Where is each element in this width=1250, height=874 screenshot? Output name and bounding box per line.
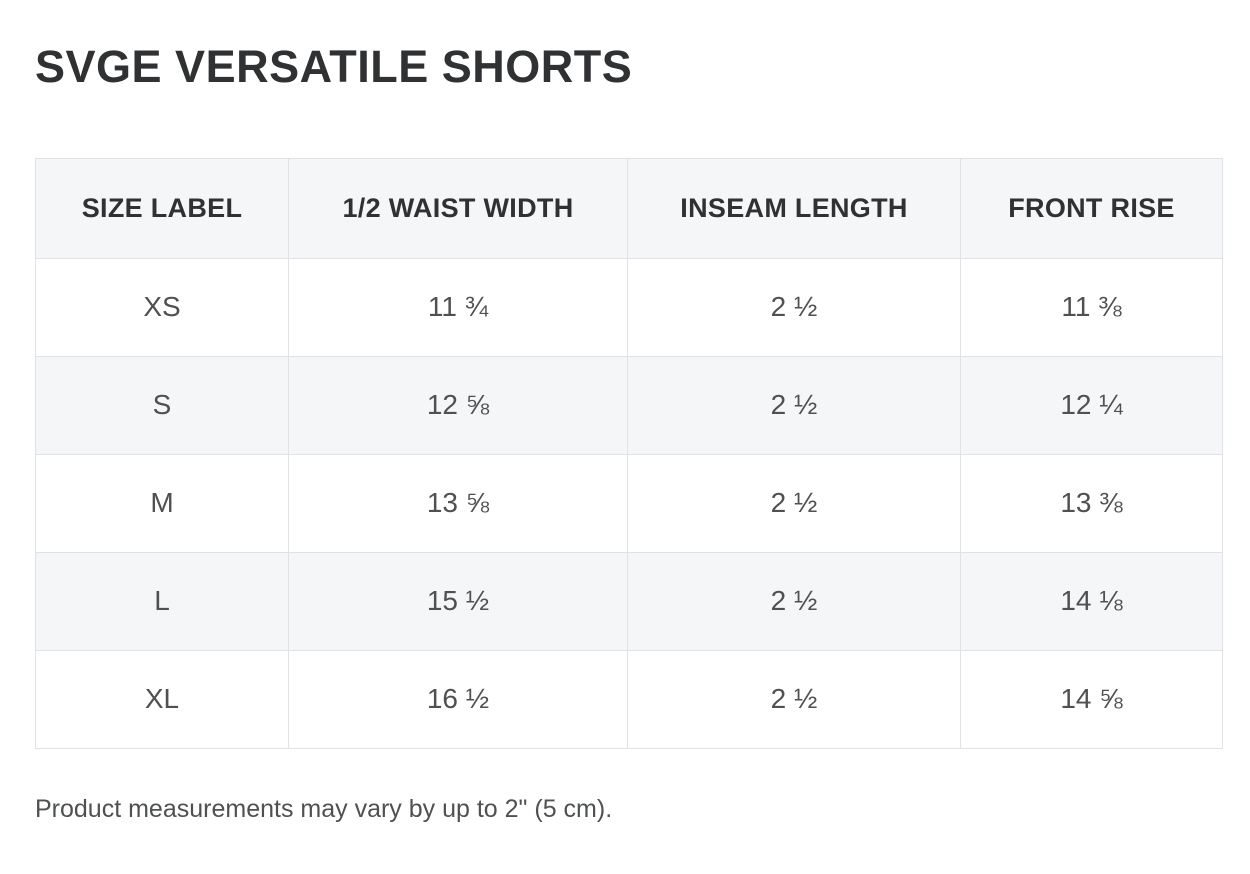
cell-front-rise: 14 ⅝ <box>960 649 1223 749</box>
cell-size-label: XS <box>35 257 289 357</box>
table-header-row: SIZE LABEL 1/2 WAIST WIDTH INSEAM LENGTH… <box>35 157 1223 259</box>
cell-waist-width: 12 ⅝ <box>288 355 628 455</box>
cell-waist-width: 15 ½ <box>288 551 628 651</box>
cell-inseam-length: 2 ½ <box>627 453 961 553</box>
column-header-waist-width: 1/2 WAIST WIDTH <box>288 157 628 259</box>
cell-inseam-length: 2 ½ <box>627 649 961 749</box>
cell-front-rise: 11 ⅜ <box>960 257 1223 357</box>
cell-waist-width: 16 ½ <box>288 649 628 749</box>
cell-waist-width: 11 ¾ <box>288 257 628 357</box>
cell-size-label: L <box>35 551 289 651</box>
cell-size-label: M <box>35 453 289 553</box>
cell-size-label: XL <box>35 649 289 749</box>
table-row-xl: XL 16 ½ 2 ½ 14 ⅝ <box>35 649 1223 749</box>
column-header-front-rise: FRONT RISE <box>960 157 1223 259</box>
column-header-inseam-length: INSEAM LENGTH <box>627 157 961 259</box>
cell-inseam-length: 2 ½ <box>627 551 961 651</box>
table-row-m: M 13 ⅝ 2 ½ 13 ⅜ <box>35 453 1223 553</box>
table-row-s: S 12 ⅝ 2 ½ 12 ¼ <box>35 355 1223 455</box>
cell-size-label: S <box>35 355 289 455</box>
cell-inseam-length: 2 ½ <box>627 355 961 455</box>
cell-front-rise: 13 ⅜ <box>960 453 1223 553</box>
measurement-disclaimer: Product measurements may vary by up to 2… <box>35 794 613 823</box>
cell-inseam-length: 2 ½ <box>627 257 961 357</box>
cell-front-rise: 12 ¼ <box>960 355 1223 455</box>
page-title: SVGE VERSATILE SHORTS <box>35 41 633 92</box>
cell-front-rise: 14 ⅛ <box>960 551 1223 651</box>
cell-waist-width: 13 ⅝ <box>288 453 628 553</box>
size-chart-table: SIZE LABEL 1/2 WAIST WIDTH INSEAM LENGTH… <box>35 157 1223 749</box>
table-row-xs: XS 11 ¾ 2 ½ 11 ⅜ <box>35 257 1223 357</box>
column-header-size-label: SIZE LABEL <box>35 157 289 259</box>
table-row-l: L 15 ½ 2 ½ 14 ⅛ <box>35 551 1223 651</box>
